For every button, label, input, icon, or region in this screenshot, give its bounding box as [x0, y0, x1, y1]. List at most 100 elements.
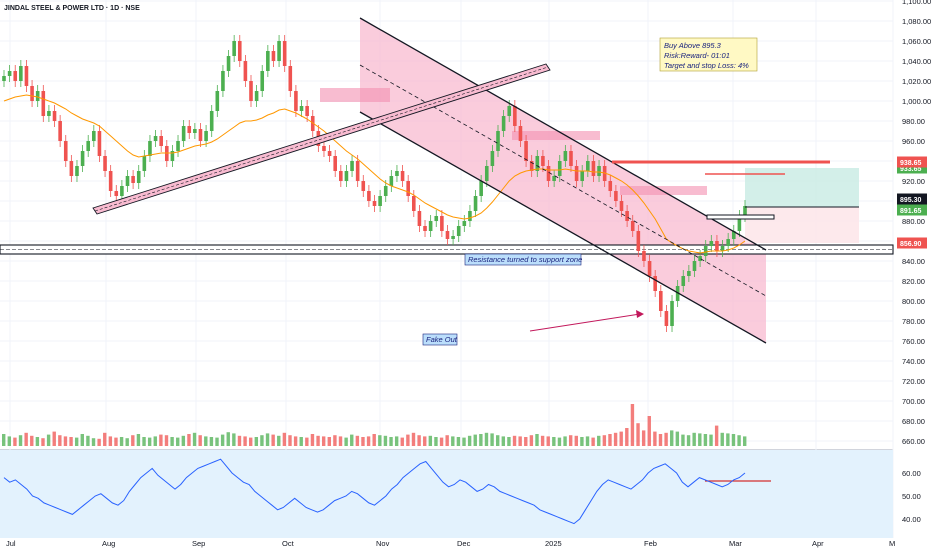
candle-body [445, 231, 450, 239]
volume-bar [164, 435, 169, 446]
volume-bar [299, 437, 303, 446]
volume-bar [293, 436, 298, 446]
volume-bar [226, 432, 230, 446]
volume-bar [344, 437, 348, 446]
volume-bar [46, 434, 51, 446]
plan-line-2: Risk:Reward- 01:01 [664, 51, 730, 60]
volume-bar [18, 435, 23, 446]
candle-body [552, 176, 556, 181]
volume-bar [243, 436, 247, 446]
candle-body [266, 51, 270, 71]
candle-body [361, 181, 366, 191]
volume-bar [681, 434, 685, 446]
candle-body [355, 161, 360, 181]
candle-body [288, 66, 293, 91]
last-price-tag [897, 193, 927, 205]
zone-note[interactable]: Resistance turned to support zone [464, 253, 582, 266]
volume-bar [591, 437, 595, 446]
entry-tag [897, 204, 927, 216]
candle-body [125, 176, 130, 186]
volume-bar [535, 434, 539, 446]
volume-bar [568, 435, 573, 446]
volume-bar [103, 432, 107, 446]
candle-body [198, 129, 203, 141]
time-tick-label: Aug [102, 539, 115, 548]
candle-body [52, 111, 57, 121]
volume-bar [613, 432, 618, 446]
candle-body [339, 171, 343, 181]
time-tick-label: M [889, 539, 895, 548]
price-tick-label: 840.00 [902, 257, 925, 266]
volume-bar [490, 433, 494, 446]
fakeout-note[interactable]: Fake Out [422, 333, 458, 346]
candle-body [479, 181, 483, 196]
time-tick-label: Apr [812, 539, 824, 548]
volume-bar [74, 437, 79, 446]
candle-body [440, 216, 444, 231]
candle-body [726, 239, 730, 246]
volume-bar [451, 436, 455, 446]
volume-bar [372, 434, 376, 446]
price-tick-label: 680.00 [902, 417, 925, 426]
trend-drawings[interactable] [92, 17, 859, 482]
volume-bar [288, 435, 292, 446]
candle-body [614, 191, 618, 201]
volume-bars [2, 404, 747, 446]
price-tick-label: 960.00 [902, 137, 925, 146]
rising-trendline-mid [94, 66, 549, 212]
volume-bar [540, 435, 545, 446]
candle-body [647, 261, 652, 276]
breakout-box [706, 214, 775, 220]
candle-body [692, 261, 697, 271]
rsi-line [3, 458, 746, 525]
candle-body [75, 166, 79, 176]
volume-bar [484, 432, 489, 446]
candle-body [501, 116, 506, 131]
candle-body [389, 176, 394, 186]
volume-bar [232, 433, 236, 446]
candle-body [715, 241, 719, 251]
volume-bar [237, 435, 242, 446]
volume-bar [625, 428, 629, 446]
volume-bar [355, 435, 360, 446]
candle-body [294, 91, 298, 111]
volume-bar [462, 437, 466, 446]
candle-body [24, 66, 29, 86]
candle-body [41, 91, 46, 116]
volume-bar [215, 437, 219, 446]
price-tick-label: 980.00 [902, 117, 925, 126]
volume-bar [7, 436, 12, 446]
volume-bar [630, 404, 635, 446]
last-price-tag-text: 895.30 [900, 197, 922, 204]
rsi-tick-label: 40.00 [902, 515, 921, 524]
candle-body [709, 241, 714, 246]
volume-bar [546, 436, 550, 446]
volume-bar [507, 437, 511, 446]
volume-bar [350, 434, 354, 446]
time-axis: Jul Aug Sep Oct Nov Dec 2025 Feb Mar Apr M [6, 539, 895, 548]
volume-bar [417, 435, 421, 446]
candle-body [148, 141, 152, 156]
chart-title: JINDAL STEEL & POWER LTD · 1D · NSE [4, 5, 140, 12]
time-tick-label: Oct [282, 539, 295, 548]
volume-bar [647, 416, 651, 446]
candle-body [664, 311, 669, 326]
volume-bar [282, 432, 287, 446]
fakeout-arrowhead [636, 310, 644, 318]
trade-plan-note[interactable]: Buy Above 895.3 Risk:Reward- 01:01 Targe… [659, 37, 758, 72]
volume-bar [2, 434, 6, 446]
rsi-tick-label: 50.00 [902, 492, 921, 501]
volume-bar [557, 437, 562, 446]
volume-bar [86, 435, 90, 446]
volume-bar [170, 437, 174, 446]
volume-bar [181, 435, 186, 446]
candle-body [58, 121, 62, 141]
supply-box [620, 186, 707, 195]
candle-body [580, 171, 585, 181]
candle-body [563, 151, 568, 161]
price-tick-label: 760.00 [902, 337, 925, 346]
candle-body [372, 201, 377, 206]
candle-body [103, 156, 107, 171]
price-tick-label: 800.00 [902, 297, 925, 306]
